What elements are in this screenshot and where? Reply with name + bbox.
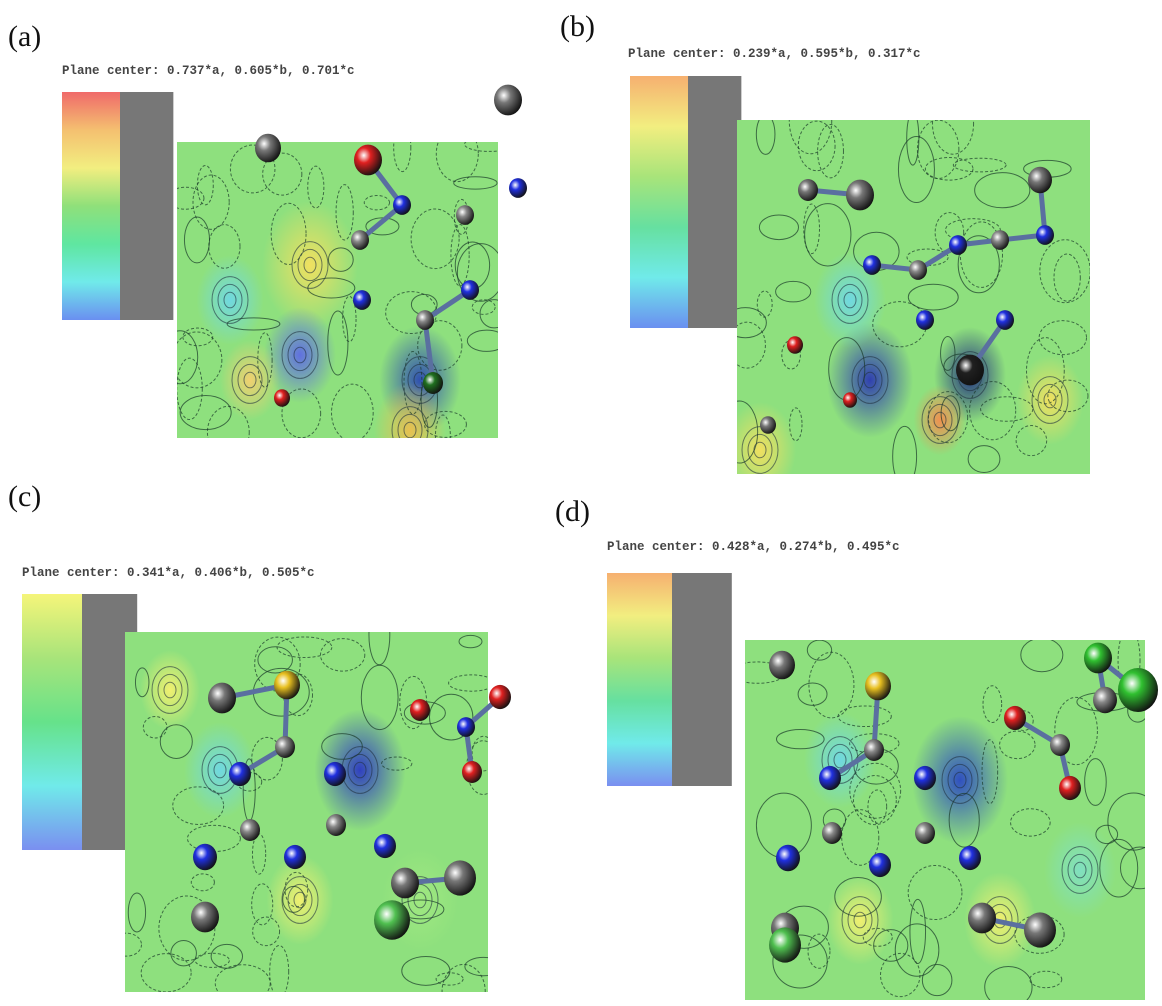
density-blob bbox=[374, 382, 446, 478]
atom bbox=[914, 766, 936, 790]
panel-label: (a) bbox=[8, 20, 41, 53]
atom bbox=[284, 845, 306, 869]
colorbar bbox=[630, 76, 688, 328]
atom bbox=[326, 814, 346, 836]
atom bbox=[909, 260, 927, 280]
density-blob bbox=[266, 855, 333, 945]
atom bbox=[509, 178, 527, 198]
page: (a) Plane center: 0.737*a, 0.605*b, 0.701… bbox=[0, 0, 1162, 1006]
density-blob bbox=[1016, 355, 1083, 445]
colorbar-scale bbox=[688, 76, 741, 328]
atom bbox=[489, 685, 511, 709]
panel-label: (d) bbox=[555, 495, 590, 528]
atom bbox=[393, 195, 411, 215]
atom bbox=[461, 280, 479, 300]
atom bbox=[769, 651, 795, 680]
density-map bbox=[162, 124, 514, 478]
atom bbox=[991, 230, 1009, 250]
atom bbox=[351, 230, 369, 250]
density-blob bbox=[196, 255, 263, 345]
atom bbox=[949, 235, 967, 255]
atom bbox=[274, 671, 300, 700]
density-map bbox=[721, 88, 1090, 498]
atom bbox=[353, 290, 371, 310]
panel: (d) Plane center: 0.428*a, 0.274*b, 0.495… bbox=[555, 495, 1160, 1006]
atom bbox=[996, 310, 1014, 330]
atom bbox=[391, 868, 419, 899]
atom bbox=[410, 699, 430, 721]
atom bbox=[1093, 687, 1117, 713]
atom bbox=[1004, 706, 1026, 730]
colorbar-scale bbox=[120, 92, 173, 320]
atom bbox=[1084, 643, 1112, 674]
atom bbox=[822, 822, 842, 844]
colorbar bbox=[62, 92, 120, 320]
panel: (a) Plane center: 0.737*a, 0.605*b, 0.701… bbox=[8, 20, 527, 478]
atom bbox=[869, 853, 891, 877]
atom bbox=[959, 846, 981, 870]
atom bbox=[864, 739, 884, 761]
atom bbox=[865, 672, 891, 701]
plane-center: Plane center: 0.239*a, 0.595*b, 0.317*c bbox=[628, 47, 921, 61]
panel: (b) Plane center: 0.239*a, 0.595*b, 0.317… bbox=[560, 10, 1090, 498]
atom bbox=[776, 845, 800, 871]
atom bbox=[968, 903, 996, 934]
density-blob bbox=[804, 712, 876, 808]
atom bbox=[324, 762, 346, 786]
density-map bbox=[111, 605, 503, 1006]
atom bbox=[494, 85, 522, 116]
plane-center: Plane center: 0.737*a, 0.605*b, 0.701*c bbox=[62, 64, 355, 78]
atom bbox=[274, 389, 290, 407]
atom bbox=[1024, 912, 1056, 947]
atom bbox=[423, 372, 443, 394]
atom bbox=[444, 860, 476, 895]
atom bbox=[462, 761, 482, 783]
atom bbox=[457, 717, 475, 737]
figure: (a) Plane center: 0.737*a, 0.605*b, 0.701… bbox=[0, 0, 1162, 1006]
atom bbox=[1050, 734, 1070, 756]
panel: (c) Plane center: 0.341*a, 0.406*b, 0.505… bbox=[8, 480, 511, 1006]
atom bbox=[255, 134, 281, 163]
atom bbox=[275, 736, 295, 758]
plane-center: Plane center: 0.341*a, 0.406*b, 0.505*c bbox=[22, 566, 315, 580]
atom bbox=[1036, 225, 1054, 245]
atom bbox=[1028, 167, 1052, 193]
atom bbox=[416, 310, 434, 330]
atom bbox=[193, 844, 217, 870]
atom bbox=[843, 392, 857, 407]
colorbar-scale bbox=[672, 573, 732, 786]
atom bbox=[456, 205, 474, 225]
atom bbox=[798, 179, 818, 201]
panel-label: (b) bbox=[560, 10, 595, 43]
atom bbox=[863, 255, 881, 275]
colorbar bbox=[22, 594, 82, 850]
atom bbox=[846, 180, 874, 211]
plane-center: Plane center: 0.428*a, 0.274*b, 0.495*c bbox=[607, 540, 900, 554]
density-blob bbox=[220, 340, 280, 420]
density-blob bbox=[724, 402, 796, 498]
atom bbox=[915, 822, 935, 844]
density-blob bbox=[1044, 822, 1116, 918]
atom bbox=[208, 683, 236, 714]
colorbar bbox=[607, 573, 672, 786]
atom bbox=[374, 834, 396, 858]
atom bbox=[354, 145, 382, 176]
atom bbox=[229, 762, 251, 786]
panel-label: (c) bbox=[8, 480, 41, 513]
atom bbox=[760, 416, 776, 434]
atom bbox=[769, 927, 801, 962]
atom bbox=[374, 900, 410, 940]
atom bbox=[1118, 668, 1158, 712]
atom bbox=[787, 336, 803, 354]
atom bbox=[191, 902, 219, 933]
atom bbox=[819, 766, 841, 790]
atom bbox=[956, 355, 984, 386]
atom bbox=[240, 819, 260, 841]
atom bbox=[1059, 776, 1081, 800]
atom bbox=[916, 310, 934, 330]
